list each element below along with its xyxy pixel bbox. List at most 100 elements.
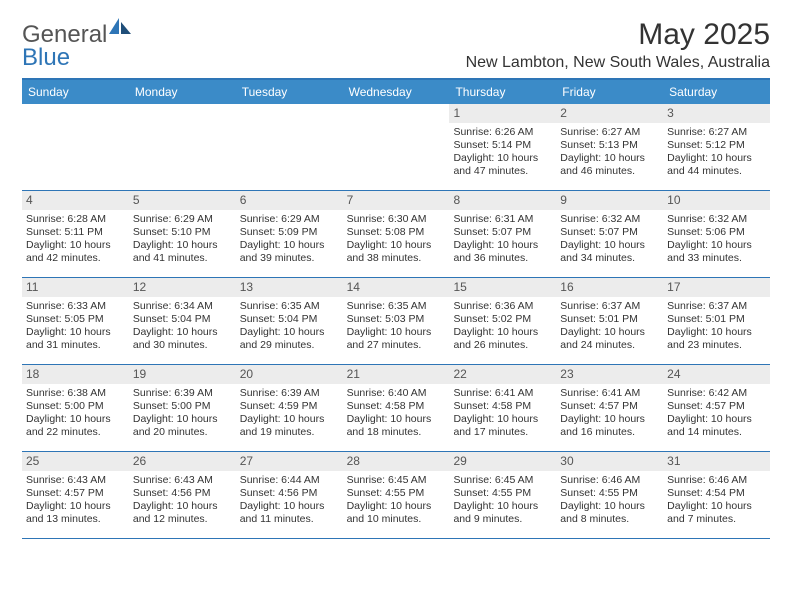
daylight-text: Daylight: 10 hours and 38 minutes. (347, 239, 446, 265)
sunset-text: Sunset: 4:59 PM (240, 400, 339, 413)
sunset-text: Sunset: 5:11 PM (26, 226, 125, 239)
sunset-text: Sunset: 5:03 PM (347, 313, 446, 326)
daylight-text: Daylight: 10 hours and 9 minutes. (453, 500, 552, 526)
daylight-text: Daylight: 10 hours and 46 minutes. (560, 152, 659, 178)
day-cell: 28Sunrise: 6:45 AMSunset: 4:55 PMDayligh… (343, 452, 450, 538)
sunrise-text: Sunrise: 6:44 AM (240, 474, 339, 487)
day-number: 30 (556, 452, 663, 471)
day-cell: 29Sunrise: 6:45 AMSunset: 4:55 PMDayligh… (449, 452, 556, 538)
day-cell (343, 104, 450, 190)
day-cell: 20Sunrise: 6:39 AMSunset: 4:59 PMDayligh… (236, 365, 343, 451)
day-cell: 12Sunrise: 6:34 AMSunset: 5:04 PMDayligh… (129, 278, 236, 364)
sunset-text: Sunset: 5:07 PM (453, 226, 552, 239)
daylight-text: Daylight: 10 hours and 47 minutes. (453, 152, 552, 178)
day-number: 29 (449, 452, 556, 471)
dayhead-thu: Thursday (449, 80, 556, 104)
sunset-text: Sunset: 4:54 PM (667, 487, 766, 500)
day-cell (22, 104, 129, 190)
daylight-text: Daylight: 10 hours and 16 minutes. (560, 413, 659, 439)
sunset-text: Sunset: 5:05 PM (26, 313, 125, 326)
sunset-text: Sunset: 5:09 PM (240, 226, 339, 239)
day-cell: 15 Sunrise: 6:36 AMSunset: 5:02 PMDayligh… (449, 278, 556, 364)
day-cell: 21Sunrise: 6:40 AMSunset: 4:58 PMDayligh… (343, 365, 450, 451)
day-cell: 8Sunrise: 6:31 AMSunset: 5:07 PMDaylight… (449, 191, 556, 277)
day-number: 15 (449, 278, 556, 297)
day-cell: 5Sunrise: 6:29 AMSunset: 5:10 PMDaylight… (129, 191, 236, 277)
daylight-text: Daylight: 10 hours and 39 minutes. (240, 239, 339, 265)
week-row: 4 Sunrise: 6:28 AMSunset: 5:11 PM Daylight… (22, 191, 770, 278)
daylight-text: Daylight: 10 hours and 7 minutes. (667, 500, 766, 526)
day-cell: 10Sunrise: 6:32 AMSunset: 5:06 PMDayligh… (663, 191, 770, 277)
day-cell: 23Sunrise: 6:41 AMSunset: 4:57 PMDayligh… (556, 365, 663, 451)
day-number: 22 (449, 365, 556, 384)
day-number: 26 (129, 452, 236, 471)
daylight-text: Daylight: 10 hours and 11 minutes. (240, 500, 339, 526)
daylight-text: Daylight: 10 hours and 26 minutes. (453, 326, 552, 352)
daylight-text: Daylight: 10 hours and 31 minutes. (26, 326, 125, 352)
sunrise-text: Sunrise: 6:30 AM (347, 213, 446, 226)
day-number: 1 (449, 104, 556, 123)
day-cell: 2Sunrise: 6:27 AMSunset: 5:13 PMDaylight… (556, 104, 663, 190)
daylight-text: Daylight: 10 hours and 12 minutes. (133, 500, 232, 526)
day-cell: 13Sunrise: 6:35 AMSunset: 5:04 PMDayligh… (236, 278, 343, 364)
location-text: New Lambton, New South Wales, Australia (466, 54, 770, 72)
title-block: May 2025 New Lambton, New South Wales, A… (466, 18, 770, 72)
day-cell: 27Sunrise: 6:44 AMSunset: 4:56 PMDayligh… (236, 452, 343, 538)
daylight-text: Daylight: 10 hours and 13 minutes. (26, 500, 125, 526)
day-cell: 9Sunrise: 6:32 AMSunset: 5:07 PMDaylight… (556, 191, 663, 277)
daylight-text: Daylight: 10 hours and 41 minutes. (133, 239, 232, 265)
day-number: 11 (22, 278, 129, 297)
day-cell: 24Sunrise: 6:42 AMSunset: 4:57 PMDayligh… (663, 365, 770, 451)
daylight-text: Daylight: 10 hours and 29 minutes. (240, 326, 339, 352)
sunset-text: Sunset: 4:56 PM (133, 487, 232, 500)
brand-logo: GeneralBlue (22, 18, 131, 70)
week-row: 1Sunrise: 6:26 AMSunset: 5:14 PMDaylight… (22, 104, 770, 191)
dayhead-mon: Monday (129, 80, 236, 104)
week-row: 11Sunrise: 6:33 AMSunset: 5:05 PMDayligh… (22, 278, 770, 365)
day-cell: 6Sunrise: 6:29 AMSunset: 5:09 PMDaylight… (236, 191, 343, 277)
week-row: 25Sunrise: 6:43 AMSunset: 4:57 PMDayligh… (22, 452, 770, 539)
sunset-text: Sunset: 5:04 PM (133, 313, 232, 326)
sunset-text: Sunset: 5:14 PM (453, 139, 552, 152)
sunset-text: Sunset: 5:07 PM (560, 226, 659, 239)
dayhead-wed: Wednesday (343, 80, 450, 104)
sunrise-text: Sunrise: 6:43 AM (26, 474, 125, 487)
daylight-text: Daylight: 10 hours and 23 minutes. (667, 326, 766, 352)
sunrise-text: Sunrise: 6:36 AM (453, 300, 552, 313)
sunrise-text: Sunrise: 6:35 AM (347, 300, 446, 313)
daylight-text: Daylight: 10 hours and 36 minutes. (453, 239, 552, 265)
daylight-text: Daylight: 10 hours and 20 minutes. (133, 413, 232, 439)
daylight-text: Daylight: 10 hours and 18 minutes. (347, 413, 446, 439)
day-cell: 25Sunrise: 6:43 AMSunset: 4:57 PMDayligh… (22, 452, 129, 538)
day-number: 18 (22, 365, 129, 384)
sunset-text: Sunset: 4:58 PM (453, 400, 552, 413)
day-number: 24 (663, 365, 770, 384)
daylight-text: Daylight: 10 hours and 27 minutes. (347, 326, 446, 352)
calendar-grid: Sunday Monday Tuesday Wednesday Thursday… (22, 78, 770, 539)
day-number: 4 (22, 191, 129, 210)
sunrise-text: Sunrise: 6:28 AM (26, 213, 125, 226)
daylight-text: Daylight: 10 hours and 8 minutes. (560, 500, 659, 526)
sunrise-text: Sunrise: 6:34 AM (133, 300, 232, 313)
day-number: 16 (556, 278, 663, 297)
daylight-text: Daylight: 10 hours and 30 minutes. (133, 326, 232, 352)
day-cell: 7Sunrise: 6:30 AMSunset: 5:08 PMDaylight… (343, 191, 450, 277)
sunrise-text: Sunrise: 6:41 AM (560, 387, 659, 400)
daylight-text: Daylight: 10 hours and 14 minutes. (667, 413, 766, 439)
day-cell: 3Sunrise: 6:27 AMSunset: 5:12 PMDaylight… (663, 104, 770, 190)
day-number: 10 (663, 191, 770, 210)
weeks-container: 1Sunrise: 6:26 AMSunset: 5:14 PMDaylight… (22, 104, 770, 539)
day-cell (236, 104, 343, 190)
day-number: 7 (343, 191, 450, 210)
daylight-text: Daylight: 10 hours and 24 minutes. (560, 326, 659, 352)
sunrise-text: Sunrise: 6:32 AM (667, 213, 766, 226)
day-cell: 11Sunrise: 6:33 AMSunset: 5:05 PMDayligh… (22, 278, 129, 364)
sunrise-text: Sunrise: 6:26 AM (453, 126, 552, 139)
sunset-text: Sunset: 4:58 PM (347, 400, 446, 413)
sunrise-text: Sunrise: 6:45 AM (453, 474, 552, 487)
brand-part2: Blue (22, 44, 70, 71)
day-header-row: Sunday Monday Tuesday Wednesday Thursday… (22, 80, 770, 104)
day-number: 31 (663, 452, 770, 471)
sunset-text: Sunset: 5:02 PM (453, 313, 552, 326)
day-number: 2 (556, 104, 663, 123)
